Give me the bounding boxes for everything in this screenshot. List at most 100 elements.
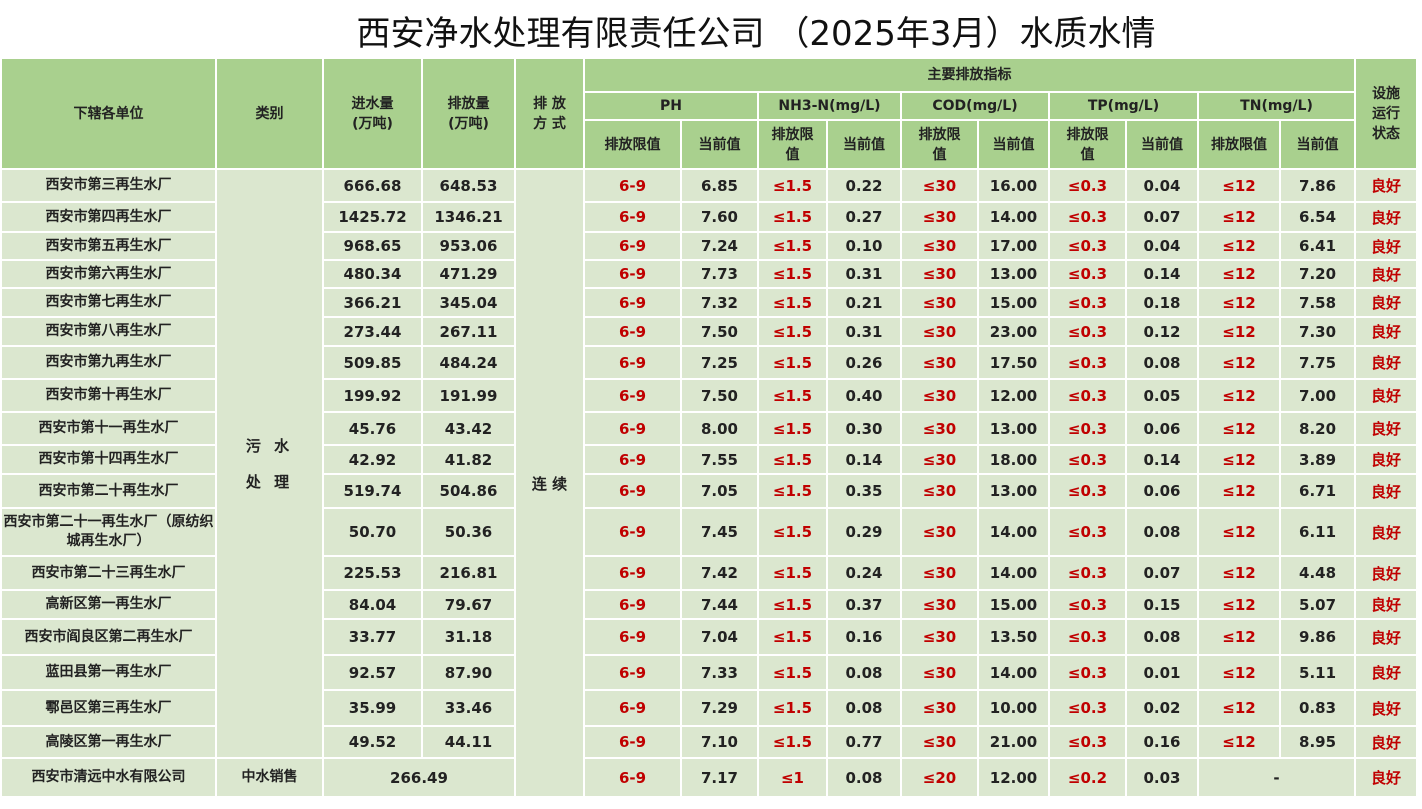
ph-limit: 6-9 [583, 507, 682, 557]
status-value: 良好 [1354, 589, 1419, 620]
header-outflow: 排放量 (万吨) [421, 57, 516, 170]
status-value: 良好 [1354, 345, 1419, 380]
nh3n-limit: ≤1.5 [757, 345, 828, 380]
ph-value: 7.17 [680, 757, 759, 798]
table-row: 西安市清远中水有限公司 中水销售 266.49 6-9 7.17 ≤1 0.08 ≤20 12.… [0, 757, 1419, 798]
nh3n-limit: ≤1 [757, 757, 828, 798]
tp-value: 0.03 [1125, 757, 1199, 798]
outflow-value: 484.24 [421, 345, 516, 380]
outflow-value: 33.46 [421, 689, 516, 727]
status-value: 良好 [1354, 316, 1419, 347]
header-cod-current: 当前值 [977, 119, 1050, 170]
nh3n-value: 0.40 [826, 378, 902, 413]
tp-value: 0.08 [1125, 345, 1199, 380]
inflow-value: 49.52 [322, 725, 423, 759]
tn-value: 7.75 [1278, 345, 1357, 380]
nh3n-value: 0.31 [826, 316, 902, 347]
cod-value: 21.00 [977, 725, 1050, 759]
ph-value: 7.04 [680, 618, 759, 656]
cod-value: 14.00 [977, 555, 1050, 591]
outflow-value: 43.42 [421, 411, 516, 446]
tp-limit: ≤0.3 [1048, 507, 1127, 557]
tn-value: - [1196, 757, 1357, 798]
status-value: 良好 [1354, 444, 1419, 475]
unit-name: 西安市清远中水有限公司 [0, 757, 217, 798]
cod-limit: ≤30 [900, 378, 979, 413]
nh3n-limit: ≤1.5 [757, 589, 828, 620]
tn-limit: ≤12 [1197, 201, 1281, 233]
ph-value: 7.42 [680, 555, 759, 591]
header-tn: TN(mg/L) [1196, 91, 1357, 121]
cod-value: 10.00 [977, 689, 1050, 727]
tn-value: 8.95 [1278, 725, 1357, 759]
ph-value: 7.33 [680, 654, 759, 691]
unit-name: 高陵区第一再生水厂 [0, 725, 217, 759]
tp-value: 0.06 [1125, 411, 1199, 446]
tn-limit: ≤12 [1197, 231, 1281, 261]
ph-limit: 6-9 [583, 168, 682, 203]
table-row: 西安市第二十一再生水厂（原纺织城再生水厂） 50.70 50.36 6-9 7.45 ≤1… [0, 507, 1419, 557]
nh3n-limit: ≤1.5 [757, 316, 828, 347]
cod-value: 23.00 [977, 316, 1050, 347]
status-value: 良好 [1354, 507, 1419, 557]
unit-name: 西安市第九再生水厂 [0, 345, 217, 380]
inflow-value: 84.04 [322, 589, 423, 620]
nh3n-limit: ≤1.5 [757, 378, 828, 413]
table-row: 西安市第十再生水厂 199.92 191.99 6-9 7.50 ≤1.5 0.40 ≤30 1… [0, 378, 1419, 413]
outflow-value: 41.82 [421, 444, 516, 475]
tn-limit: ≤12 [1197, 555, 1281, 591]
outflow-value: 31.18 [421, 618, 516, 656]
header-category: 类别 [215, 57, 324, 170]
ph-value: 7.45 [680, 507, 759, 557]
tn-value: 6.71 [1278, 473, 1357, 509]
ph-limit: 6-9 [583, 231, 682, 261]
unit-name: 西安市第十一再生水厂 [0, 411, 217, 446]
cod-limit: ≤30 [900, 231, 979, 261]
tn-limit: ≤12 [1197, 378, 1281, 413]
unit-name: 高新区第一再生水厂 [0, 589, 217, 620]
tn-value: 6.54 [1278, 201, 1357, 233]
inflow-value: 968.65 [322, 231, 423, 261]
cod-limit: ≤30 [900, 507, 979, 557]
tn-value: 5.11 [1278, 654, 1357, 691]
cod-limit: ≤30 [900, 345, 979, 380]
cod-value: 17.00 [977, 231, 1050, 261]
tn-value: 3.89 [1278, 444, 1357, 475]
header-outflow-text: 排放量 (万吨) [447, 95, 490, 132]
header-inflow-text: 进水量 (万吨) [351, 95, 394, 132]
outflow-value: 216.81 [421, 555, 516, 591]
ph-limit: 6-9 [583, 316, 682, 347]
nh3n-value: 0.08 [826, 757, 902, 798]
outflow-value: 504.86 [421, 473, 516, 509]
cod-limit: ≤20 [900, 757, 979, 798]
table-row: 西安市第二十再生水厂 519.74 504.86 6-9 7.05 ≤1.5 0.35 ≤30… [0, 473, 1419, 509]
inflow-value: 509.85 [322, 345, 423, 380]
header-ph: PH [583, 91, 759, 121]
table-row: 西安市第十四再生水厂 42.92 41.82 6-9 7.55 ≤1.5 0.14 ≤30 18… [0, 444, 1419, 475]
nh3n-limit: ≤1.5 [757, 555, 828, 591]
ph-value: 6.85 [680, 168, 759, 203]
status-value: 良好 [1354, 287, 1419, 318]
ph-value: 7.10 [680, 725, 759, 759]
ph-limit: 6-9 [583, 725, 682, 759]
cod-value: 13.00 [977, 259, 1050, 289]
tn-limit: ≤12 [1197, 589, 1281, 620]
cod-value: 16.00 [977, 168, 1050, 203]
status-value: 良好 [1354, 473, 1419, 509]
tp-value: 0.16 [1125, 725, 1199, 759]
header-unit: 下辖各单位 [0, 57, 217, 170]
tp-value: 0.14 [1125, 259, 1199, 289]
ph-limit: 6-9 [583, 654, 682, 691]
nh3n-value: 0.26 [826, 345, 902, 380]
tp-value: 0.02 [1125, 689, 1199, 727]
table-row: 西安市第七再生水厂 366.21 345.04 6-9 7.32 ≤1.5 0.21 ≤30 1… [0, 287, 1419, 318]
nh3n-value: 0.24 [826, 555, 902, 591]
tn-value: 7.00 [1278, 378, 1357, 413]
cod-limit: ≤30 [900, 168, 979, 203]
tp-limit: ≤0.3 [1048, 201, 1127, 233]
nh3n-limit: ≤1.5 [757, 168, 828, 203]
tn-value: 6.41 [1278, 231, 1357, 261]
tn-limit: ≤12 [1197, 473, 1281, 509]
header-cod-limit: 排放限 值 [900, 119, 979, 170]
tp-value: 0.15 [1125, 589, 1199, 620]
